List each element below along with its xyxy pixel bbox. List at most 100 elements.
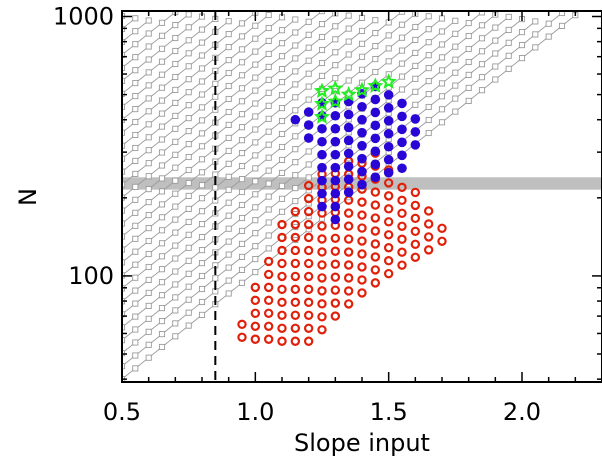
grid-track-square: [172, 34, 179, 42]
grid-track-square: [372, 68, 379, 76]
grid-track-square: [158, 188, 166, 195]
grid-track-square: [198, 208, 206, 215]
grid-track-square: [225, 108, 232, 116]
grid-track-square: [292, 55, 299, 62]
grid-track-square: [198, 285, 206, 293]
open-red-circle-point: [317, 273, 327, 283]
open-red-circle-point: [423, 206, 434, 216]
grid-track-square: [492, 37, 499, 44]
grid-track-square: [145, 212, 152, 219]
grid-track-square: [292, 94, 299, 101]
y-tick-label: 1000: [53, 2, 114, 30]
grid-track-square: [132, 300, 139, 307]
filled-blue-circle-point: [330, 188, 341, 199]
grid-track-square: [225, 277, 232, 284]
green-star-point: [380, 73, 397, 89]
grid-track-square: [145, 30, 152, 37]
grid-track-square: [132, 118, 139, 126]
open-red-circle-point: [343, 273, 354, 283]
grid-track-square: [345, 12, 352, 19]
grid-track-square: [145, 225, 152, 232]
green-stars-layer: [313, 73, 397, 124]
filled-blue-circle-point: [303, 120, 314, 130]
grid-track-square: [425, 26, 432, 33]
grid-track-square: [158, 136, 166, 143]
grid-track-square: [185, 257, 192, 264]
filled-blue-circles-layer: [290, 81, 421, 225]
grid-track-square: [465, 20, 472, 27]
grid-track-square: [358, 66, 366, 73]
grid-track-square: [198, 26, 206, 33]
grid-track-square: [225, 251, 232, 258]
grid-track-square: [265, 63, 272, 70]
grid-track-square: [185, 231, 192, 238]
grid-track-square: [132, 248, 139, 255]
open-red-circle-point: [437, 223, 447, 234]
filled-blue-circle-point: [330, 201, 341, 212]
green-star-point: [313, 82, 331, 99]
grid-track-square: [185, 89, 192, 96]
grid-track-square: [465, 45, 472, 53]
grid-track-square: [225, 199, 232, 206]
open-red-circle-point: [330, 246, 341, 256]
grid-track-square: [358, 27, 366, 34]
grid-track-square: [185, 218, 192, 225]
filled-blue-circle-point: [397, 137, 407, 148]
open-red-circle-point: [277, 219, 287, 230]
grid-track-square: [425, 13, 432, 20]
grid-track-square: [398, 73, 406, 80]
open-red-circle-point: [357, 236, 367, 246]
grid-track-square: [132, 352, 139, 359]
filled-blue-circle-point: [397, 163, 407, 174]
filled-blue-circle-point: [343, 109, 354, 120]
grid-track-square: [532, 18, 539, 25]
grid-track-square: [132, 235, 139, 242]
grid-track-square: [252, 74, 259, 81]
grid-track-square: [278, 79, 286, 86]
grid-track-square: [225, 18, 232, 25]
open-red-circle-point: [330, 298, 341, 308]
grid-track-square: [132, 339, 139, 346]
filled-blue-circle-point: [330, 175, 341, 186]
grid-track-square: [198, 169, 206, 176]
grid-track-square: [132, 209, 139, 216]
grid-track-square: [158, 71, 166, 78]
grid-track-square: [132, 157, 139, 164]
grid-track-square: [252, 100, 259, 107]
grid-track-square: [238, 46, 246, 53]
grid-track-line: [122, 16, 509, 328]
grid-track-square: [345, 77, 352, 84]
grid-track-square: [278, 40, 286, 47]
grid-track-square: [265, 24, 272, 32]
grid-track-square: [265, 167, 272, 174]
filled-blue-circle-point: [410, 114, 421, 124]
open-red-circle-point: [343, 221, 354, 231]
grid-track-square: [278, 105, 286, 112]
grid-track-square: [172, 73, 179, 81]
open-red-circle-point: [370, 265, 381, 275]
grid-track-square: [158, 58, 166, 65]
open-red-circle-point: [250, 334, 261, 344]
open-red-circle-point: [317, 234, 327, 244]
grid-track-square: [278, 169, 286, 176]
grid-track-square: [225, 44, 232, 51]
grid-track-square: [225, 160, 232, 167]
grid-track-line: [122, 12, 483, 302]
grid-track-square: [425, 52, 432, 59]
grid-track-square: [198, 91, 206, 98]
open-red-circle-point: [303, 180, 314, 191]
grid-track-square: [478, 35, 486, 42]
open-red-circle-point: [303, 297, 314, 308]
grid-track-square: [145, 56, 152, 63]
filled-blue-circle-point: [383, 116, 394, 126]
grid-track-square: [145, 121, 152, 128]
grid-track-square: [158, 19, 166, 26]
open-red-circle-point: [357, 210, 367, 220]
open-red-circle-point: [357, 275, 367, 285]
filled-blue-circle-point: [383, 103, 394, 113]
grid-track-square: [185, 115, 192, 122]
open-red-circle-point: [263, 334, 274, 344]
grid-track-square: [132, 365, 139, 372]
grid-track-square: [145, 315, 152, 322]
open-red-circle-point: [370, 239, 381, 249]
